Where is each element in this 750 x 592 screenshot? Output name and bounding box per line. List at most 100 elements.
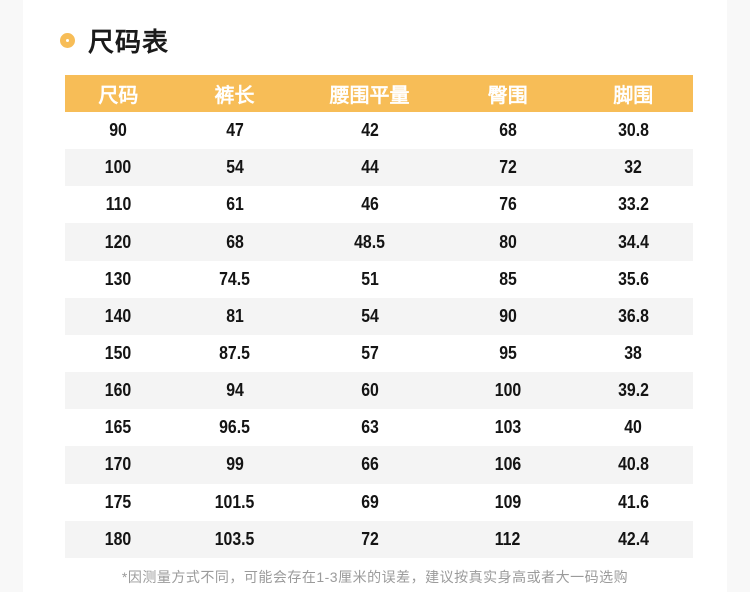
size-table-cell: 32 xyxy=(574,149,693,186)
size-table-cell: 68 xyxy=(172,223,298,260)
size-table-cell: 85 xyxy=(442,261,574,298)
size-table-cell: 101.5 xyxy=(172,484,298,521)
cell-value: 120 xyxy=(105,231,132,252)
section-title: 尺码表 xyxy=(88,26,170,57)
size-table-cell: 33.2 xyxy=(574,186,693,223)
size-chart-section: 尺码表 尺码 裤长 腰围平量 臀围 脚围 90 47 42 68 30.8 100 54 44… xyxy=(23,0,727,592)
cell-value: 44 xyxy=(360,157,379,178)
cell-value: 110 xyxy=(105,194,132,215)
cell-value: 80 xyxy=(498,231,517,252)
cell-value: 48.5 xyxy=(354,231,385,252)
size-table-cell: 41.6 xyxy=(574,484,693,521)
size-table-cell: 90 xyxy=(442,298,574,335)
cell-value: 160 xyxy=(105,380,132,401)
cell-value: 30.8 xyxy=(617,120,649,141)
size-table-cell: 72 xyxy=(297,521,441,558)
size-table-cell: 110 xyxy=(65,186,172,223)
size-table-cell: 38 xyxy=(574,335,693,372)
cell-value: 57 xyxy=(360,343,379,364)
size-table-cell: 30.8 xyxy=(574,112,693,149)
cell-value: 109 xyxy=(494,491,521,512)
size-table-row: 90 47 42 68 30.8 xyxy=(65,112,693,150)
size-table-cell: 120 xyxy=(65,223,172,260)
size-table-cell: 80 xyxy=(442,223,574,260)
size-table-cell: 96.5 xyxy=(172,409,298,446)
cell-value: 103 xyxy=(494,417,521,438)
size-table-cell: 66 xyxy=(297,446,441,483)
cell-value: 38 xyxy=(624,343,643,364)
size-table-cell: 48.5 xyxy=(297,223,441,260)
size-table-cell: 99 xyxy=(172,446,298,483)
size-table-row: 175 101.5 69 109 41.6 xyxy=(65,483,693,521)
size-table-cell: 44 xyxy=(297,149,441,186)
size-table-header-cell: 腰围平量 xyxy=(329,85,410,107)
cell-value: 46 xyxy=(360,194,379,215)
cell-value: 90 xyxy=(498,305,517,326)
size-table-cell: 112 xyxy=(442,521,574,558)
size-table-row: 140 81 54 90 36.8 xyxy=(65,297,693,335)
cell-value: 61 xyxy=(225,194,244,215)
size-table-cell: 100 xyxy=(442,372,574,409)
cell-value: 42.4 xyxy=(617,528,649,549)
size-table-row: 110 61 46 76 33.2 xyxy=(65,186,693,224)
cell-value: 41.6 xyxy=(617,491,649,512)
size-table-cell: 94 xyxy=(172,372,298,409)
size-table-cell: 68 xyxy=(442,112,574,149)
size-table: 尺码 裤长 腰围平量 臀围 脚围 90 47 42 68 30.8 100 54 44 72 32… xyxy=(65,75,693,558)
size-table-header-cell: 臀围 xyxy=(487,85,528,107)
cell-value: 90 xyxy=(109,120,128,141)
cell-value: 180 xyxy=(105,528,132,549)
size-table-cell: 180 xyxy=(65,521,172,558)
size-table-header-cell: 脚围 xyxy=(613,85,654,107)
size-table-row: 130 74.5 51 85 35.6 xyxy=(65,260,693,298)
size-table-row: 150 87.5 57 95 38 xyxy=(65,334,693,373)
size-table-cell: 76 xyxy=(442,186,574,223)
cell-value: 81 xyxy=(225,305,244,326)
cell-value: 68 xyxy=(225,231,244,252)
cell-value: 130 xyxy=(105,268,132,289)
cell-value: 175 xyxy=(105,491,132,512)
size-table-cell: 47 xyxy=(172,112,298,149)
size-table-cell: 39.2 xyxy=(574,372,693,409)
size-table-cell: 40.8 xyxy=(574,446,693,483)
size-table-cell: 150 xyxy=(65,335,172,372)
cell-value: 39.2 xyxy=(617,380,649,401)
size-table-cell: 140 xyxy=(65,298,172,335)
size-table-row: 170 99 66 106 40.8 xyxy=(65,446,693,484)
size-table-header-row: 尺码 裤长 腰围平量 臀围 脚围 xyxy=(65,75,693,112)
size-table-header-cell: 尺码 xyxy=(98,85,139,107)
cell-value: 69 xyxy=(360,491,379,512)
size-table-cell: 54 xyxy=(297,298,441,335)
cell-value: 54 xyxy=(360,305,379,326)
cell-value: 40.8 xyxy=(617,454,649,475)
measurement-disclaimer: *因测量方式不同，可能会存在1-3厘米的误差，建议按真实身高或者大一码选购 xyxy=(121,569,629,585)
cell-value: 68 xyxy=(498,120,517,141)
size-table-cell: 175 xyxy=(65,484,172,521)
size-table-cell: 81 xyxy=(172,298,298,335)
cell-value: 76 xyxy=(498,194,517,215)
cell-value: 40 xyxy=(624,417,643,438)
size-table-row: 100 54 44 72 32 xyxy=(65,149,693,187)
size-table-row: 180 103.5 72 112 42.4 xyxy=(65,520,693,558)
cell-value: 140 xyxy=(105,305,132,326)
size-table-cell: 74.5 xyxy=(172,261,298,298)
size-table-cell: 69 xyxy=(297,484,441,521)
cell-value: 72 xyxy=(498,157,517,178)
cell-value: 34.4 xyxy=(617,231,649,252)
size-table-cell: 63 xyxy=(297,409,441,446)
cell-value: 74.5 xyxy=(219,268,250,289)
cell-value: 103.5 xyxy=(214,528,255,549)
size-table-row: 160 94 60 100 39.2 xyxy=(65,372,693,410)
cell-value: 33.2 xyxy=(617,194,649,215)
size-table-cell: 160 xyxy=(65,372,172,409)
cell-value: 96.5 xyxy=(219,417,250,438)
size-table-cell: 72 xyxy=(442,149,574,186)
size-table-cell: 35.6 xyxy=(574,261,693,298)
cell-value: 54 xyxy=(225,157,244,178)
cell-value: 47 xyxy=(225,120,244,141)
size-table-cell: 165 xyxy=(65,409,172,446)
size-table-cell: 95 xyxy=(442,335,574,372)
size-table-cell: 87.5 xyxy=(172,335,298,372)
size-table-cell: 100 xyxy=(65,149,172,186)
cell-value: 87.5 xyxy=(219,343,250,364)
